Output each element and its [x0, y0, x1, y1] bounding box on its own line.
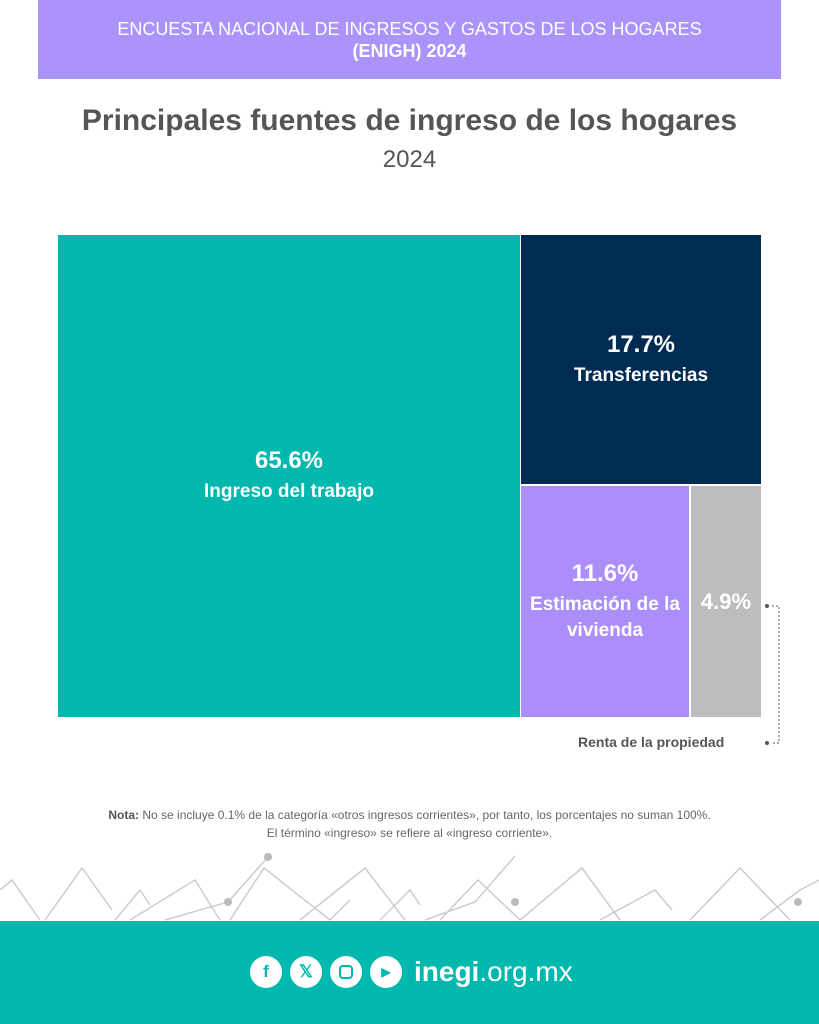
header-line1: ENCUESTA NACIONAL DE INGRESOS Y GASTOS D… — [117, 19, 702, 39]
facebook-icon[interactable]: f — [250, 956, 282, 988]
youtube-icon[interactable]: ▶ — [370, 956, 402, 988]
site-bold: inegi — [414, 956, 480, 987]
category-label: Ingreso del trabajo — [204, 481, 374, 502]
chart-title: Principales fuentes de ingreso de los ho… — [81, 104, 738, 137]
category-label: Estimación de la vivienda — [530, 593, 680, 641]
site-rest: .org.mx — [479, 956, 573, 987]
category-label: Transferencias — [573, 364, 709, 386]
treemap-cell-renta: 4.9% — [691, 486, 761, 717]
survey-header: ENCUESTA NACIONAL DE INGRESOS Y GASTOS D… — [38, 0, 781, 79]
value-label: 65.6% — [254, 447, 324, 474]
mountain-decoration — [0, 853, 819, 921]
footnote: Nota: No se incluye 0.1% de la categoría… — [0, 806, 819, 842]
value-label: 11.6% — [571, 559, 639, 587]
treemap-cell-transferencias: 17.7% Transferencias — [521, 235, 761, 484]
treemap-cell-vivienda: 11.6% Estimación de la vivienda — [521, 486, 689, 717]
chart-subtitle: 2024 — [382, 146, 437, 173]
x-icon[interactable]: 𝕏 — [290, 956, 322, 988]
renta-callout-label: Renta de la propiedad — [578, 734, 725, 750]
instagram-icon[interactable] — [330, 956, 362, 988]
note-line1: No se incluye 0.1% de la categoría «otro… — [142, 808, 711, 822]
footer-bar — [0, 921, 819, 1024]
callout-connector — [765, 604, 780, 745]
treemap-cell-trabajo: 65.6% Ingreso del trabajo — [58, 235, 520, 717]
header-line2: (ENIGH) 2024 — [352, 41, 467, 61]
note-label: Nota: — [108, 808, 139, 822]
social-links: f 𝕏 ▶ inegi.org.mx — [250, 956, 573, 988]
website-link[interactable]: inegi.org.mx — [414, 956, 573, 988]
note-line2: El término «ingreso» se refiere al «ingr… — [266, 826, 553, 840]
value-label: 4.9% — [700, 588, 752, 614]
value-label: 17.7% — [606, 330, 676, 358]
